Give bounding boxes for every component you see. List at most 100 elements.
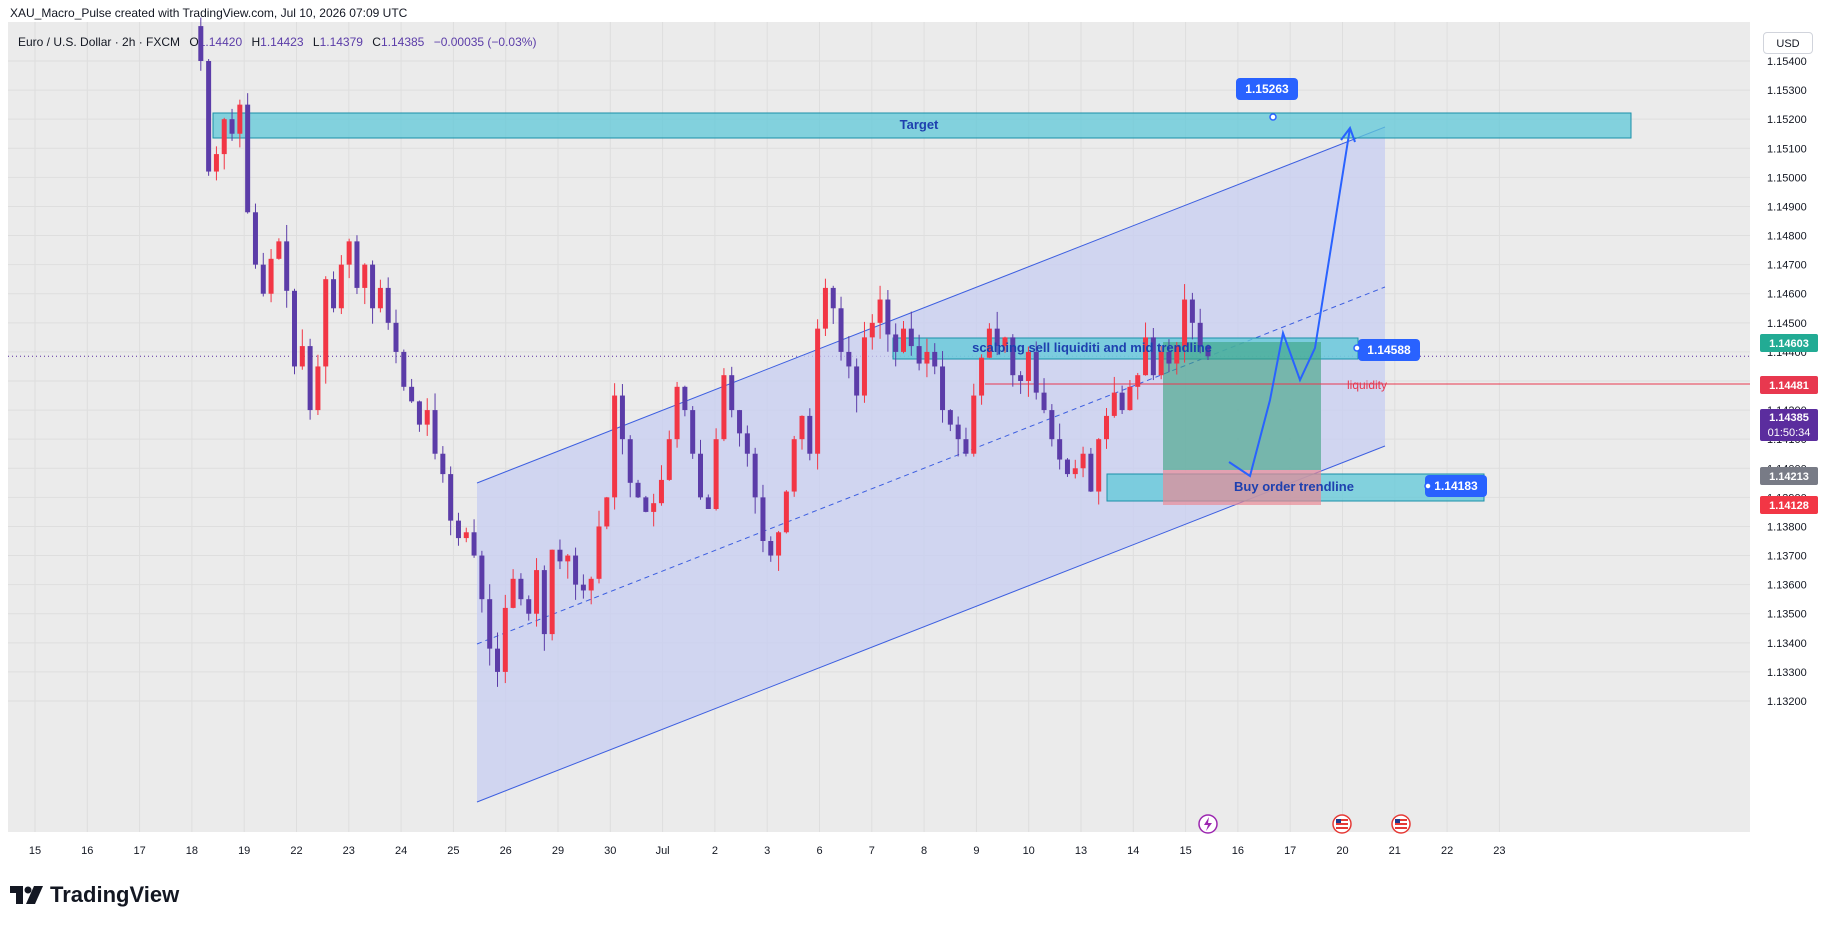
time-tick-label: 3 <box>764 845 770 857</box>
candle-body-down <box>885 299 891 335</box>
ohlc-high-label: H <box>251 35 261 49</box>
annotation-zones <box>212 112 1750 505</box>
candle-body-down <box>1189 299 1195 323</box>
flag-stripe <box>1336 819 1348 821</box>
candle-body-up <box>377 287 383 309</box>
buy-zone-label: Buy order trendline <box>1234 479 1354 494</box>
chart-credit: XAU_Macro_Pulse created with TradingView… <box>10 6 408 20</box>
candle-body-down <box>401 351 407 387</box>
price-tick-label: 1.14800 <box>1767 231 1807 243</box>
candle-body-down <box>1049 410 1055 440</box>
current-price-badge-bg <box>1760 409 1818 441</box>
candle-body-down <box>1010 337 1016 376</box>
candle-body-down <box>432 410 438 454</box>
candle-body-up <box>674 386 680 440</box>
currency-button[interactable]: USD <box>1763 32 1813 54</box>
candle-body-down <box>526 599 532 614</box>
candle-body-up <box>221 119 227 155</box>
ohlc-low: 1.14379 <box>319 35 363 49</box>
time-tick-label: 20 <box>1336 845 1348 857</box>
candle-body-down <box>440 453 446 475</box>
candle-body-down <box>963 439 969 454</box>
flag-canton <box>1395 819 1400 823</box>
candle-body-up <box>877 299 883 323</box>
price-badge: 1.14128 <box>1769 500 1809 512</box>
candle-body-up <box>869 322 875 338</box>
time-tick-label: 9 <box>973 845 979 857</box>
time-tick-label: 16 <box>1232 845 1244 857</box>
candle-body-down <box>916 346 922 364</box>
candle-body-down <box>627 439 633 483</box>
symbol-legend: Euro / U.S. Dollar · 2h · FXCM O1.14420 … <box>18 35 536 49</box>
candle-body-up <box>1135 375 1141 387</box>
brand-name: TradingView <box>50 882 180 907</box>
ohlc-open: 1.14420 <box>198 35 243 49</box>
price-tick-label: 1.14700 <box>1767 260 1807 272</box>
candle-body-up <box>651 503 657 512</box>
candle-body-up <box>791 439 797 492</box>
candle-body-down <box>448 474 454 521</box>
channel-fill <box>477 127 1385 802</box>
time-tick-label: 22 <box>290 845 302 857</box>
candle-body-up <box>237 104 243 134</box>
candle-body-up <box>783 491 789 533</box>
candle-body-down <box>252 212 258 265</box>
time-tick-label: 15 <box>29 845 41 857</box>
candle-body-down <box>643 497 649 512</box>
candle-body-up <box>713 439 719 509</box>
tradingview-logo[interactable]: TradingView <box>10 882 179 908</box>
candle-body-up <box>822 287 828 329</box>
candle-body-up <box>549 549 555 635</box>
price-tick-label: 1.15000 <box>1767 172 1807 184</box>
event-markers[interactable] <box>1198 814 1411 834</box>
candle-body-down <box>1041 392 1047 411</box>
time-tick-label: 29 <box>552 845 564 857</box>
time-tick-label: 22 <box>1441 845 1453 857</box>
sell-price-badge-bg <box>1358 339 1420 361</box>
price-tick-label: 1.13200 <box>1767 696 1807 708</box>
channel-upper-line <box>476 126 1386 484</box>
price-badge-bg <box>1760 496 1818 514</box>
time-axis[interactable]: 15 16 17 18 19 22 23 24 25 26 29 30 Jul 2 3 6 7 8 9 10 13 14 1… <box>29 845 1506 857</box>
time-tick-label: 16 <box>81 845 93 857</box>
candle-body-up <box>986 328 992 358</box>
candle-body-up <box>1080 453 1086 469</box>
sell-zone-label: scalping sell liquiditi and mid trendlin… <box>972 340 1212 355</box>
candle-body-down <box>1033 351 1039 393</box>
symbol-name: Euro / U.S. Dollar · 2h · FXCM <box>18 35 181 49</box>
time-tick-label: 17 <box>133 845 145 857</box>
ohlc-open-label: O <box>189 35 199 49</box>
candle-body-up <box>268 258 274 294</box>
price-tick-label: 1.13400 <box>1767 638 1807 650</box>
price-tick-label: 1.15400 <box>1767 56 1807 68</box>
channel-lower-line <box>476 445 1386 803</box>
candle-body-down <box>705 497 711 509</box>
price-axis[interactable]: 1.15400 1.15300 1.15200 1.15100 1.15000 1.149… <box>1760 56 1818 708</box>
time-tick-label: 23 <box>1493 845 1505 857</box>
time-tick-label: 18 <box>186 845 198 857</box>
sell-anchor-dot <box>1353 344 1361 352</box>
price-tick-label: 1.13800 <box>1767 521 1807 533</box>
candle-body-down <box>619 395 625 440</box>
candle-body-down <box>416 401 422 425</box>
candle-body-up <box>424 410 430 425</box>
candle-body-up <box>213 154 219 172</box>
candle-body-up <box>299 346 305 367</box>
tradingview-logo-icon <box>10 886 43 904</box>
candle-body-up <box>338 264 344 309</box>
candle-body-down <box>830 287 836 309</box>
candle-body-up <box>1174 346 1180 364</box>
candle-body-down <box>229 119 235 134</box>
candle-body-down <box>198 26 204 61</box>
candle-body-down <box>760 497 766 541</box>
liquidity-label: liquidity <box>1347 378 1387 392</box>
candle-body-up <box>971 395 977 454</box>
time-tick-label: 7 <box>869 845 875 857</box>
candle-body-down <box>471 532 477 556</box>
candle-body-down <box>487 599 493 649</box>
price-tick-label: 1.14900 <box>1767 201 1807 213</box>
candle-body-up <box>901 328 906 352</box>
time-tick-label: Jul <box>656 845 670 857</box>
candle-body-down <box>573 555 579 585</box>
